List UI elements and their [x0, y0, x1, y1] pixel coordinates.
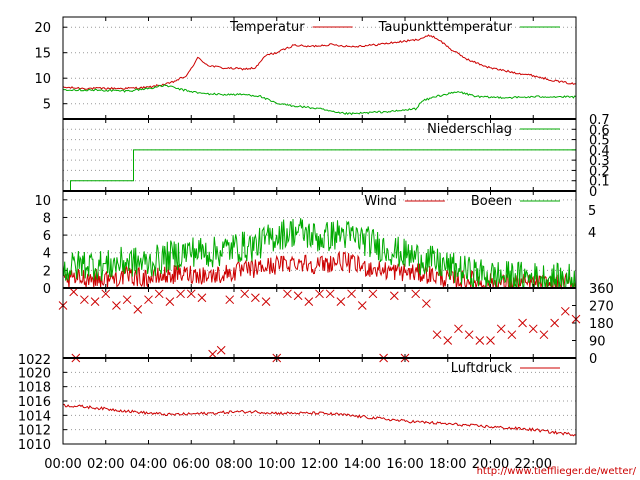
y-tick-label: 1010 — [18, 438, 51, 453]
x-tick-label: 10:00 — [258, 457, 295, 472]
y-tick-label: 1012 — [18, 424, 51, 439]
y-tick-label: 90 — [589, 335, 606, 350]
y-tick-label: 4 — [43, 247, 51, 262]
y-tick-label: 270 — [589, 300, 614, 315]
y-tick-label: 1020 — [18, 366, 51, 381]
y-tick-label: 8 — [43, 211, 51, 226]
y-tick-label: 0.7 — [589, 113, 610, 128]
y-tick-label: 2 — [43, 264, 51, 279]
y-tick-label: 1014 — [18, 409, 51, 424]
y-tick-label: 360 — [589, 282, 614, 297]
legend-label: Temperatur — [229, 20, 305, 35]
y-tick-label: 1016 — [18, 395, 51, 410]
y-tick-label: 0 — [43, 282, 51, 297]
y-tick-label: 10 — [34, 194, 51, 209]
x-tick-label: 04:00 — [130, 457, 167, 472]
x-tick-label: 00:00 — [44, 457, 81, 472]
x-tick-label: 02:00 — [87, 457, 124, 472]
legend-label: Luftdruck — [451, 361, 513, 376]
x-tick-label: 06:00 — [173, 457, 210, 472]
legend-label: Boeen — [471, 194, 512, 209]
y-tick-label: 10 — [34, 72, 51, 87]
x-tick-label: 08:00 — [215, 457, 252, 472]
y-tick-label: 1018 — [18, 381, 51, 396]
x-tick-label: 18:00 — [429, 457, 466, 472]
y-top-label: 1022 — [18, 353, 51, 368]
y-tick-label: 20 — [34, 21, 51, 36]
x-tick-label: 14:00 — [344, 457, 381, 472]
x-tick-label: 12:00 — [301, 457, 338, 472]
y-tick-label: 6 — [43, 229, 51, 244]
legend-label: Taupunkttemperatur — [378, 20, 513, 35]
legend-label: Wind — [364, 194, 397, 209]
right-label: 5 — [588, 204, 596, 219]
y-tick-label: 0 — [589, 352, 597, 367]
right-label: 4 — [588, 226, 596, 241]
y-tick-label: 180 — [589, 317, 614, 332]
credit-link[interactable]: http://www.tiefflieger.de/wetter/ — [477, 466, 637, 477]
legend-label: Niederschlag — [427, 122, 512, 137]
x-tick-label: 16:00 — [386, 457, 423, 472]
y-tick-label: 15 — [34, 47, 51, 62]
y-tick-label: 5 — [43, 98, 51, 113]
